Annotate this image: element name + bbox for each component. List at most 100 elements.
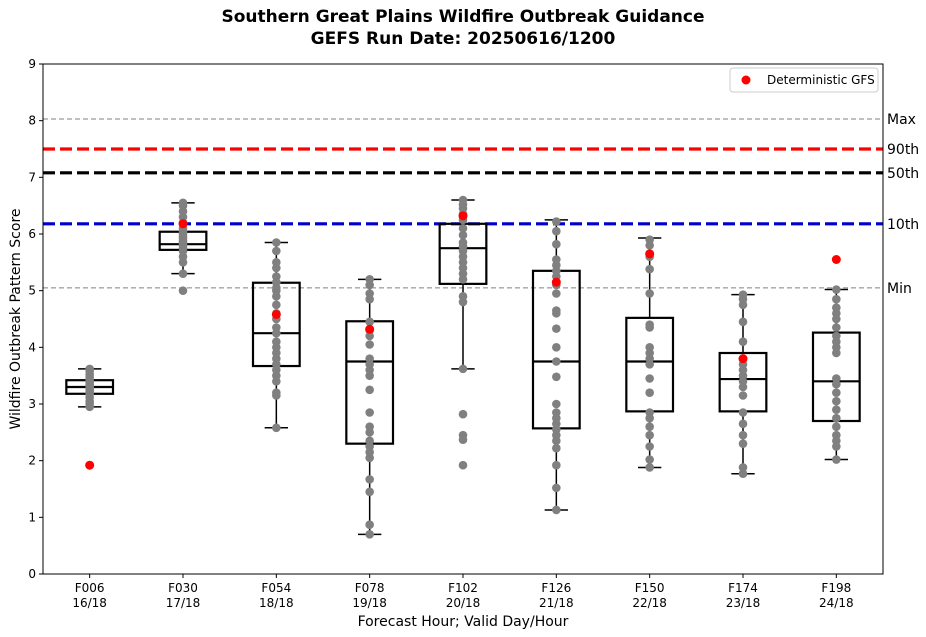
ensemble-member-point <box>552 324 561 333</box>
ensemble-member-point <box>552 483 561 493</box>
ensemble-member-point <box>365 475 374 484</box>
ensemble-member-point <box>272 300 281 310</box>
ensemble-member-point <box>832 388 841 397</box>
ensemble-member-point <box>272 323 281 332</box>
ensemble-member-point <box>552 343 561 352</box>
ensemble-member-point <box>365 530 374 539</box>
ensemble-member-point <box>832 294 841 304</box>
ensemble-member-point <box>645 388 654 397</box>
ensemble-member-point <box>365 436 374 446</box>
reference-line-label: Max <box>887 112 916 128</box>
ensemble-member-point <box>365 317 374 327</box>
y-tick-label: 3 <box>28 397 36 411</box>
ensemble-member-point <box>645 289 654 298</box>
ensemble-member-point <box>272 388 281 397</box>
ensemble-member-point <box>272 423 281 433</box>
ensemble-member-point <box>738 463 748 472</box>
x-tick-label-valid: 24/18 <box>819 596 854 610</box>
ensemble-member-point <box>832 323 841 332</box>
ensemble-member-point <box>738 419 748 429</box>
reference-line-label: 90th <box>887 142 919 158</box>
x-tick-label-hour: F078 <box>355 581 385 595</box>
ensemble-member-point <box>365 340 374 349</box>
ensemble-member-point <box>458 195 468 205</box>
ensemble-member-point <box>178 198 188 208</box>
ensemble-member-point <box>272 246 281 256</box>
ensemble-member-point <box>645 320 654 329</box>
ensemble-member-point <box>458 409 468 419</box>
y-tick-label: 8 <box>28 114 36 128</box>
chart-title: Southern Great Plains Wildfire Outbreak … <box>222 7 705 27</box>
legend-marker-deterministic <box>741 75 751 85</box>
y-tick-label: 2 <box>28 454 36 468</box>
x-tick-label-hour: F030 <box>168 581 198 595</box>
ensemble-member-point <box>645 374 654 383</box>
deterministic-gfs-point <box>831 255 841 264</box>
legend-box <box>729 67 879 93</box>
ensemble-member-point <box>645 422 654 431</box>
chart-subtitle: GEFS Run Date: 20250616/1200 <box>311 29 616 49</box>
deterministic-gfs-point <box>738 354 748 364</box>
ensemble-member-point <box>738 430 748 440</box>
y-axis: 0 1 2 3 4 5 6 7 8 9 <box>28 57 43 581</box>
reference-line-label: 50th <box>887 166 919 182</box>
x-tick-label-hour: F006 <box>75 581 105 595</box>
x-tick-label-hour: F126 <box>541 581 571 595</box>
ensemble-member-point <box>365 385 374 395</box>
y-tick-label: 6 <box>28 227 36 241</box>
ensemble-member-point <box>178 269 188 278</box>
ensemble-member-point <box>458 292 468 301</box>
x-tick-label-valid: 20/18 <box>446 596 481 610</box>
ensemble-member-point <box>272 337 281 346</box>
ensemble-member-point <box>552 239 561 249</box>
ensemble-member-point <box>552 226 561 236</box>
deterministic-gfs-point <box>85 460 95 470</box>
ensemble-member-point <box>552 443 561 453</box>
ensemble-member-point <box>365 422 374 431</box>
ensemble-member-point <box>552 399 561 409</box>
ensemble-member-point <box>552 408 561 417</box>
ensemble-member-point <box>832 430 841 440</box>
ensemble-member-point <box>365 354 374 363</box>
ensemble-member-point <box>552 460 561 470</box>
ensemble-member-point <box>832 396 841 406</box>
y-tick-label: 0 <box>28 567 36 581</box>
ensemble-member-point <box>552 372 561 382</box>
ensemble-member-point <box>552 289 561 298</box>
deterministic-gfs-point <box>271 309 281 319</box>
ensemble-member-point <box>365 487 374 497</box>
ensemble-member-point <box>365 275 374 284</box>
x-axis-label: Forecast Hour; Valid Day/Hour <box>358 614 569 630</box>
legend: Deterministic GFS <box>729 67 879 93</box>
y-tick-label: 7 <box>28 170 36 184</box>
y-axis-label: Wildfire Outbreak Pattern Score <box>8 208 24 429</box>
x-tick-label-valid: 22/18 <box>632 596 667 610</box>
ensemble-member-point <box>832 374 841 383</box>
ensemble-member-point <box>738 391 748 400</box>
ensemble-member-point <box>365 408 374 417</box>
ensemble-member-point <box>738 337 748 346</box>
deterministic-gfs-point <box>551 277 561 287</box>
reference-line-label: 10th <box>887 217 919 233</box>
ensemble-member-point <box>552 255 561 264</box>
y-tick-label: 9 <box>28 57 36 71</box>
ensemble-member-point <box>738 469 748 479</box>
ensemble-member-point <box>458 238 468 247</box>
x-tick-label-hour: F174 <box>728 581 758 595</box>
x-tick-label-valid: 23/18 <box>726 596 761 610</box>
deterministic-gfs-point <box>365 324 375 334</box>
deterministic-gfs-point <box>458 211 468 221</box>
plot-area <box>43 118 883 539</box>
x-tick-label-valid: 18/18 <box>259 596 294 610</box>
x-tick-label-hour: F102 <box>448 581 478 595</box>
ensemble-member-point <box>365 520 374 529</box>
ensemble-member-point <box>552 306 561 315</box>
ensemble-member-point <box>832 303 841 312</box>
ensemble-member-point <box>458 460 468 470</box>
x-tick-label-valid: 17/18 <box>166 596 201 610</box>
ensemble-member-point <box>738 290 748 299</box>
ensemble-member-point <box>738 317 748 327</box>
ensemble-member-point <box>552 505 561 515</box>
ensemble-member-point <box>85 364 94 374</box>
